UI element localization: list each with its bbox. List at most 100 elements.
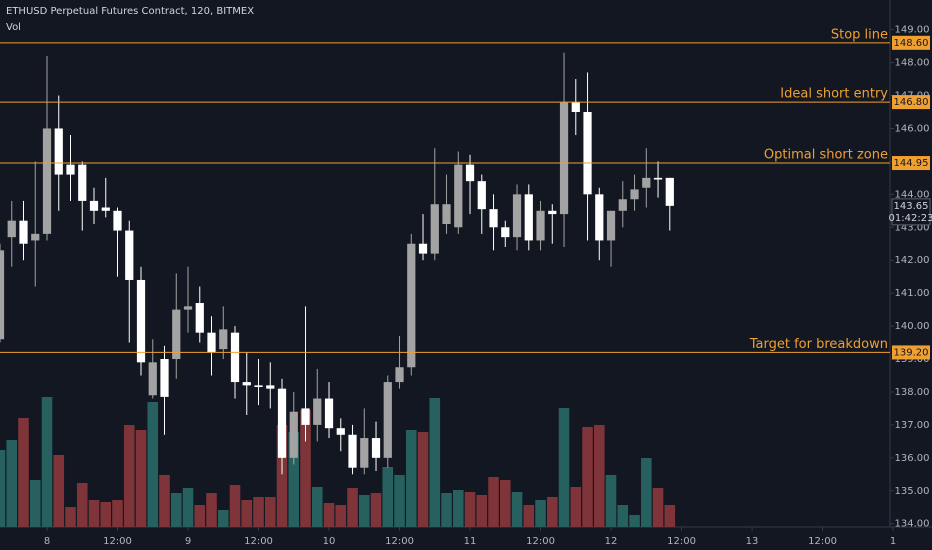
last-price-label: 143.65 xyxy=(894,201,929,212)
candle-body xyxy=(536,210,545,241)
candle-body xyxy=(101,207,110,211)
candle-body xyxy=(54,128,63,175)
level-price-box xyxy=(892,156,930,171)
volume-bar xyxy=(535,500,546,527)
x-tick-label: 10 xyxy=(323,536,336,547)
y-tick-label: 143.00 xyxy=(895,222,930,233)
y-tick-label: 146.00 xyxy=(895,123,930,134)
volume-bar xyxy=(629,515,640,527)
volume-bar xyxy=(593,425,605,527)
candle-body xyxy=(148,362,157,396)
y-tick-label: 134.00 xyxy=(895,519,930,530)
volume-bar xyxy=(417,432,429,527)
volume-bar xyxy=(276,425,288,527)
volume-bar xyxy=(523,505,535,527)
volume-bar xyxy=(370,493,382,527)
x-tick-label: 13 xyxy=(746,536,759,547)
volume-bar xyxy=(394,475,405,527)
volume-bar xyxy=(382,467,394,527)
volume-bar xyxy=(88,500,100,527)
level-price-label: 139.20 xyxy=(894,347,929,358)
x-tick-label: 12:00 xyxy=(103,536,132,547)
candle-body xyxy=(383,382,392,458)
candle-body xyxy=(618,199,627,211)
candle-body xyxy=(336,428,345,435)
countdown: 01:42:23 xyxy=(889,213,932,224)
volume-bar xyxy=(29,480,41,527)
candle-body xyxy=(348,434,357,468)
volume-bar xyxy=(464,492,476,527)
volume-bar xyxy=(405,430,417,527)
volume-bar xyxy=(147,402,159,527)
volume-bar xyxy=(65,507,76,527)
x-tick-label: 12:00 xyxy=(808,536,837,547)
volume-bar xyxy=(217,510,229,527)
volume-bar xyxy=(652,488,664,527)
level-name: Target for breakdown xyxy=(749,337,888,352)
volume-bar xyxy=(76,483,88,527)
candle-body xyxy=(301,408,310,425)
volume-label: Vol xyxy=(6,22,21,33)
x-tick-label: 9 xyxy=(185,536,191,547)
volume-bar xyxy=(159,475,170,527)
volume-bar xyxy=(6,440,18,527)
volume-bar xyxy=(641,458,652,527)
y-tick-label: 138.00 xyxy=(895,387,930,398)
x-tick-label: 12:00 xyxy=(667,536,696,547)
volume-bar xyxy=(323,503,335,527)
volume-bar xyxy=(546,497,558,527)
candle-body xyxy=(653,177,663,180)
volume-bar xyxy=(452,490,464,527)
y-tick-label: 135.00 xyxy=(895,486,930,497)
y-tick-label: 136.00 xyxy=(895,453,930,464)
candle-body xyxy=(207,332,216,353)
candle-body xyxy=(454,164,463,228)
y-tick-label: 137.00 xyxy=(895,420,930,431)
volume-bar xyxy=(429,398,441,527)
candle-body xyxy=(630,189,639,200)
volume-bar xyxy=(617,505,629,527)
volume-bar xyxy=(123,425,135,527)
candle-body xyxy=(442,204,451,224)
candle-body xyxy=(571,102,580,112)
x-tick-label: 12:00 xyxy=(385,536,414,547)
volume-bar xyxy=(194,505,206,527)
candle-body xyxy=(583,111,592,195)
y-tick-label: 149.00 xyxy=(895,25,930,36)
candle-body xyxy=(524,194,533,241)
candle-body xyxy=(606,210,616,241)
level-price-label: 148.60 xyxy=(894,38,929,49)
volume-bar xyxy=(300,410,311,527)
level-name: Ideal short entry xyxy=(780,87,888,102)
candle-body xyxy=(465,164,475,182)
x-tick-label: 8 xyxy=(44,536,50,547)
volume-bar xyxy=(41,397,53,527)
level-name: Optimal short zone xyxy=(764,148,888,163)
last-price-box xyxy=(891,198,931,226)
candle-body xyxy=(19,220,28,244)
volume-bar xyxy=(135,430,147,527)
candle-body xyxy=(313,398,322,425)
x-tick-label: 12 xyxy=(605,536,618,547)
y-tick-label: 139.00 xyxy=(895,354,930,365)
volume-bar xyxy=(488,477,499,527)
candle-body xyxy=(665,177,674,206)
volume-bar xyxy=(18,418,29,527)
level-price-label: 146.80 xyxy=(894,97,929,108)
candle-body xyxy=(266,385,275,389)
y-tick-label: 140.00 xyxy=(895,321,930,332)
volume-bar xyxy=(100,502,112,527)
candle-body xyxy=(172,309,181,360)
x-tick-label: 12:00 xyxy=(526,536,555,547)
candle-body xyxy=(31,233,40,241)
candle-body xyxy=(324,398,334,429)
candle-body xyxy=(595,194,604,241)
candle-body xyxy=(642,177,651,188)
volume-bar xyxy=(558,408,570,527)
candle-body xyxy=(277,388,287,458)
volume-bar xyxy=(253,497,264,527)
candle-body xyxy=(559,102,569,215)
candle-body xyxy=(0,250,5,340)
candle-body xyxy=(219,329,228,350)
